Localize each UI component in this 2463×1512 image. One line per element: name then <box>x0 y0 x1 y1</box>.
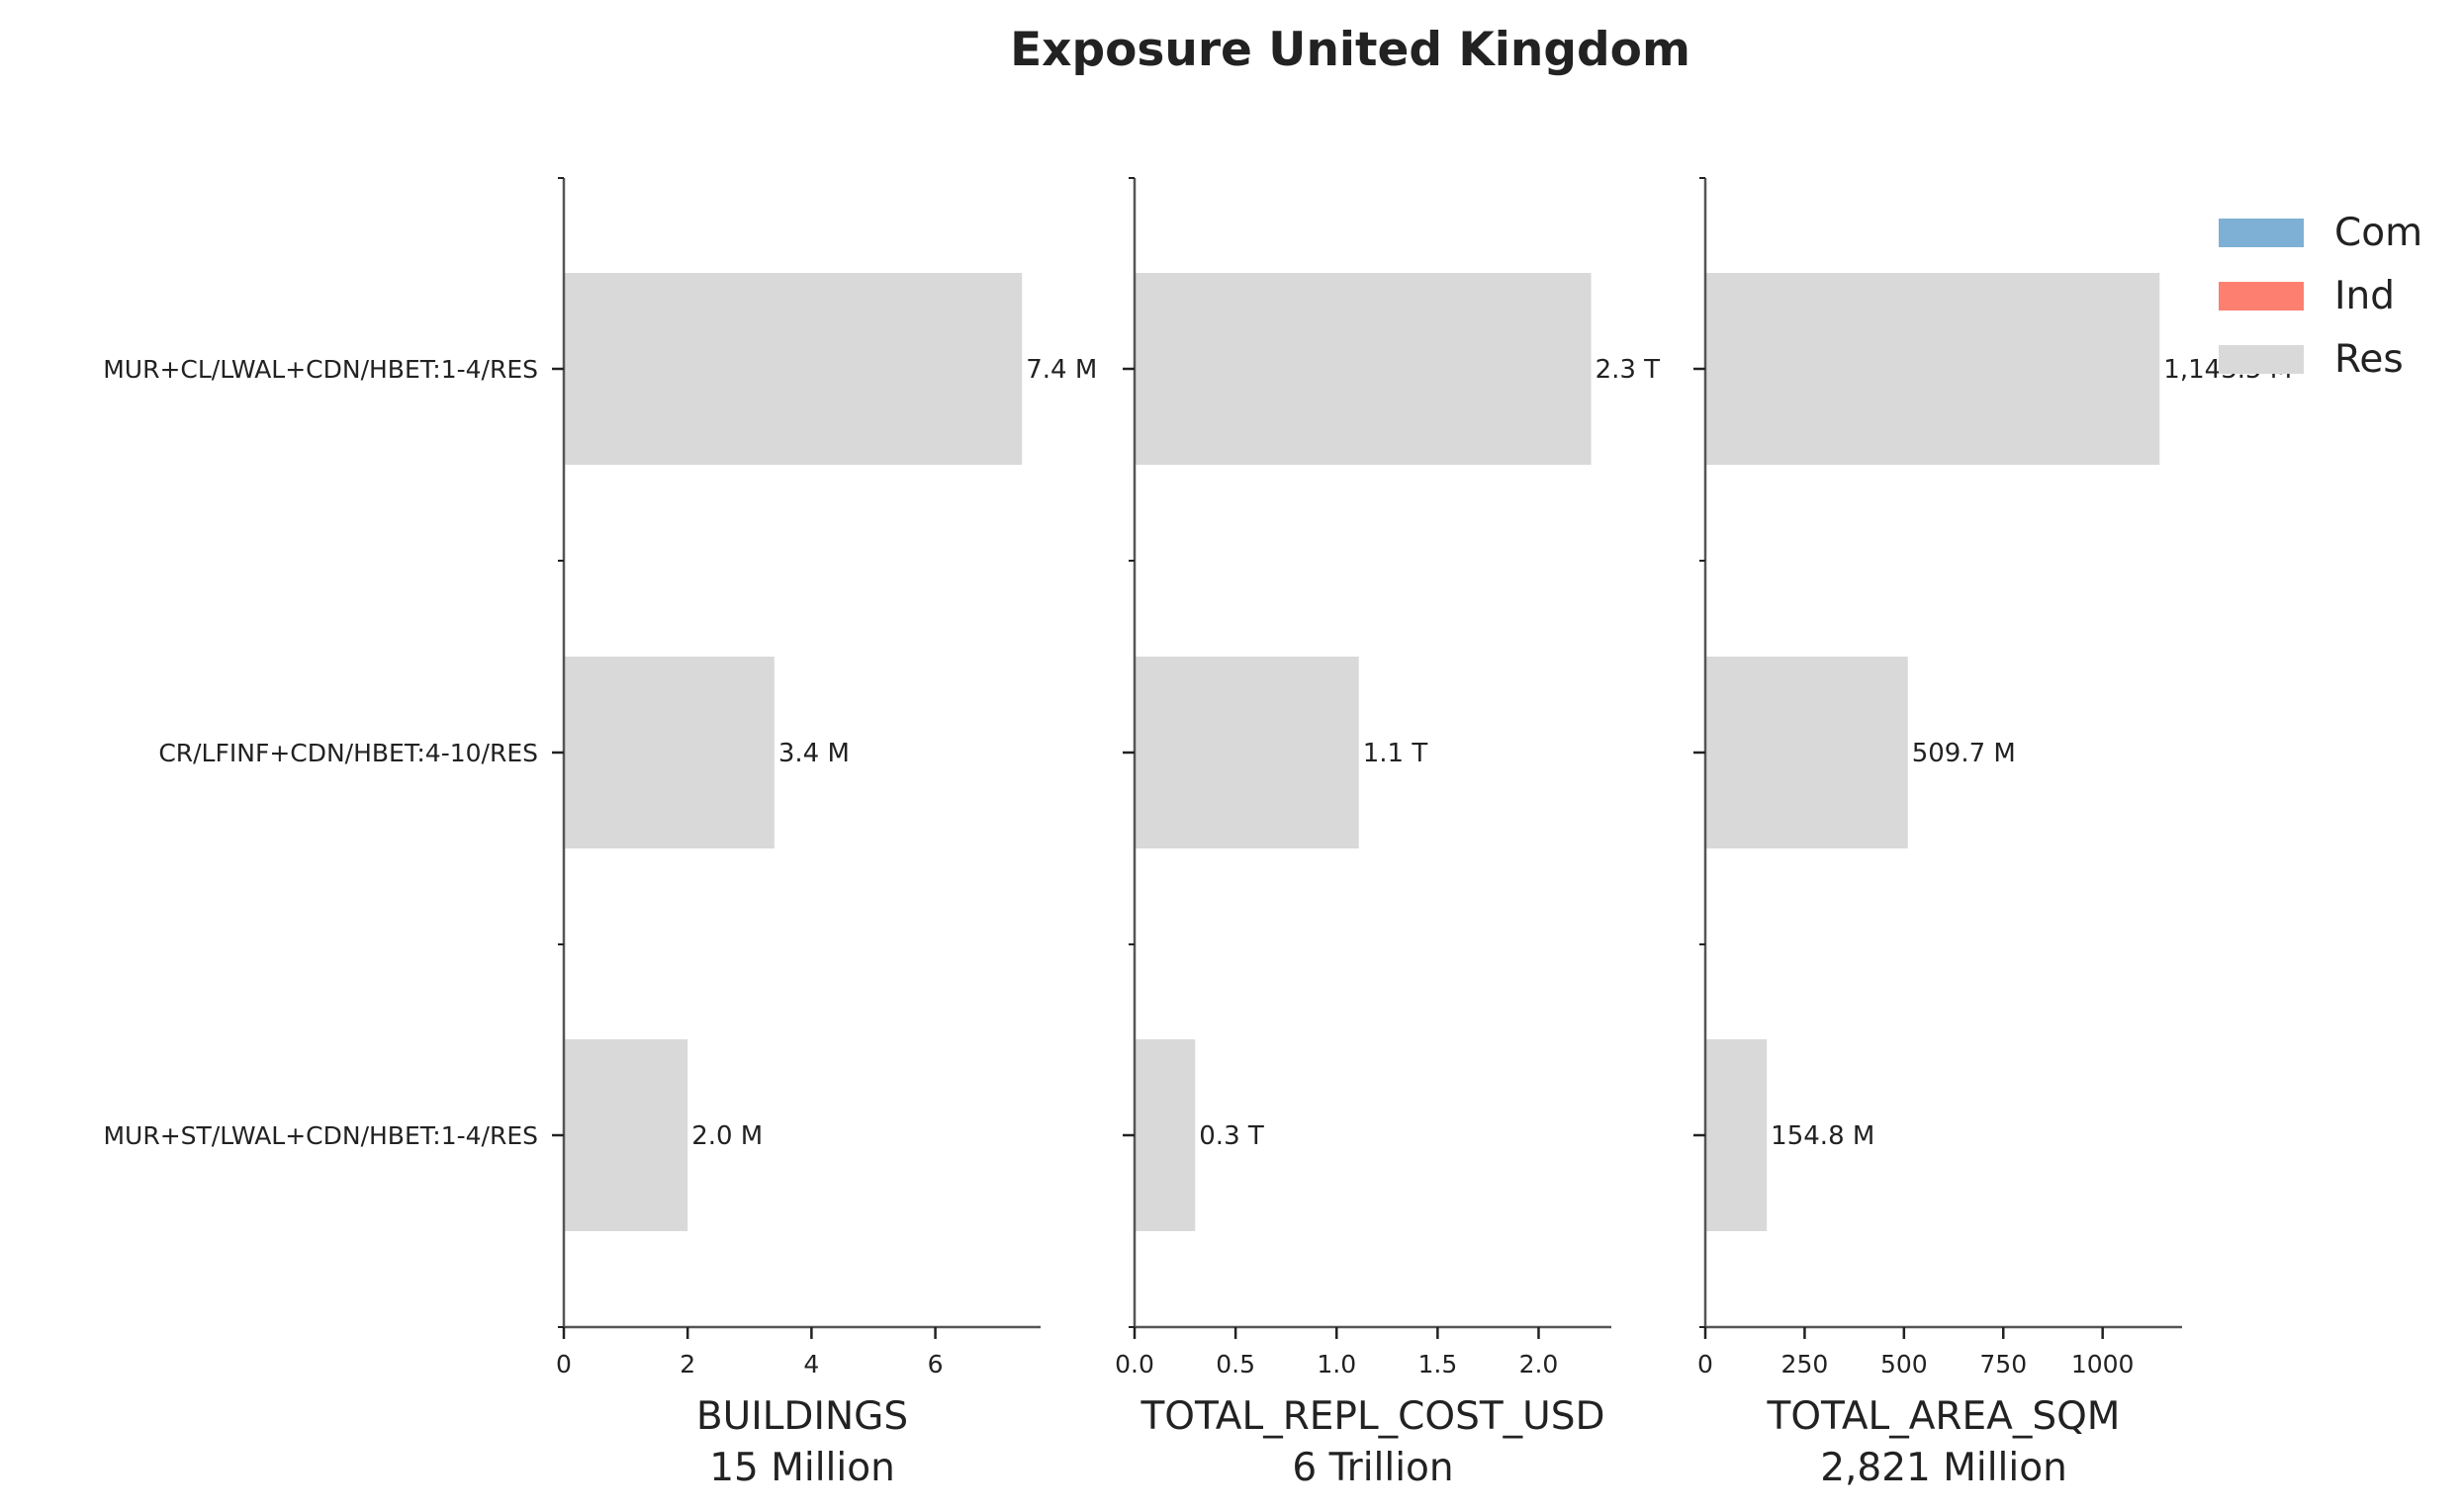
legend-label-res: Res <box>2334 337 2404 382</box>
value-label: 509.7 M <box>1912 739 2016 768</box>
y-tick-label: CR/LFINF+CDN/HBET:4-10/RES <box>158 739 538 767</box>
bar-res-2 <box>1135 657 1359 848</box>
y-tick-label: MUR+ST/LWAL+CDN/HBET:1-4/RES <box>103 1121 538 1150</box>
chart-panels: 7.4 M 3.4 M 2.0 M MUR+CL/LWAL+CDN/HBET:1-4/… <box>103 177 2292 1490</box>
x-tick-label: 1.0 <box>1317 1350 1356 1379</box>
chart-title: Exposure United Kingdom <box>1010 23 1690 77</box>
legend-label-com: Com <box>2334 211 2422 255</box>
x-tick-label: 0 <box>556 1350 572 1379</box>
panel-1: 7.4 M 3.4 M 2.0 M MUR+CL/LWAL+CDN/HBET:1-4/… <box>103 177 1097 1490</box>
legend-swatch-ind <box>2219 282 2304 311</box>
x-tick-label: 250 <box>1781 1350 1829 1379</box>
legend-swatch-res <box>2219 345 2304 374</box>
x-tick-label: 0.0 <box>1115 1350 1154 1379</box>
x-tick-label: 0.5 <box>1216 1350 1255 1379</box>
x-tick-label: 2.0 <box>1519 1350 1559 1379</box>
value-label: 154.8 M <box>1771 1121 1874 1151</box>
bar-res-1 <box>1135 273 1592 465</box>
bar-res-3 <box>1135 1039 1196 1231</box>
x-tick-label: 6 <box>928 1350 944 1379</box>
y-tick-label: MUR+CL/LWAL+CDN/HBET:1-4/RES <box>103 355 538 384</box>
bar-res-2 <box>1705 657 1908 848</box>
value-label: 7.4 M <box>1026 355 1097 385</box>
bar-res-2 <box>564 657 775 848</box>
x-tick-label: 2 <box>680 1350 695 1379</box>
x-tick-label: 500 <box>1880 1350 1928 1379</box>
x-tick-label: 0 <box>1697 1350 1713 1379</box>
panel-2: 2.3 T 1.1 T 0.3 T 0.0 0.5 1.0 1.5 2.0 TOTAL_REPL… <box>1115 177 1661 1490</box>
bar-res-3 <box>1705 1039 1768 1231</box>
legend-swatch-com <box>2219 219 2304 247</box>
x-axis-label: TOTAL_AREA_SQM <box>1767 1394 2121 1439</box>
x-axis-total-label: 15 Million <box>709 1446 895 1490</box>
x-axis-total-label: 6 Trillion <box>1292 1446 1453 1490</box>
bar-res-1 <box>564 273 1023 465</box>
x-tick-label: 4 <box>803 1350 819 1379</box>
value-label: 1.1 T <box>1363 739 1428 768</box>
x-tick-label: 1000 <box>2071 1350 2135 1379</box>
bar-res-3 <box>564 1039 688 1231</box>
value-label: 2.0 M <box>691 1121 763 1151</box>
x-tick-label: 750 <box>1979 1350 2027 1379</box>
x-axis-total-label: 2,821 Million <box>1820 1446 2067 1490</box>
x-axis-label: TOTAL_REPL_COST_USD <box>1140 1394 1604 1439</box>
value-label: 2.3 T <box>1596 355 1661 385</box>
value-label: 3.4 M <box>778 739 850 768</box>
legend-label-ind: Ind <box>2334 274 2395 318</box>
value-label: 0.3 T <box>1199 1121 1264 1151</box>
bar-res-1 <box>1705 273 2160 465</box>
chart-legend: Com Ind Res <box>2219 211 2422 382</box>
x-tick-label: 1.5 <box>1417 1350 1457 1379</box>
x-axis-label: BUILDINGS <box>696 1394 908 1439</box>
